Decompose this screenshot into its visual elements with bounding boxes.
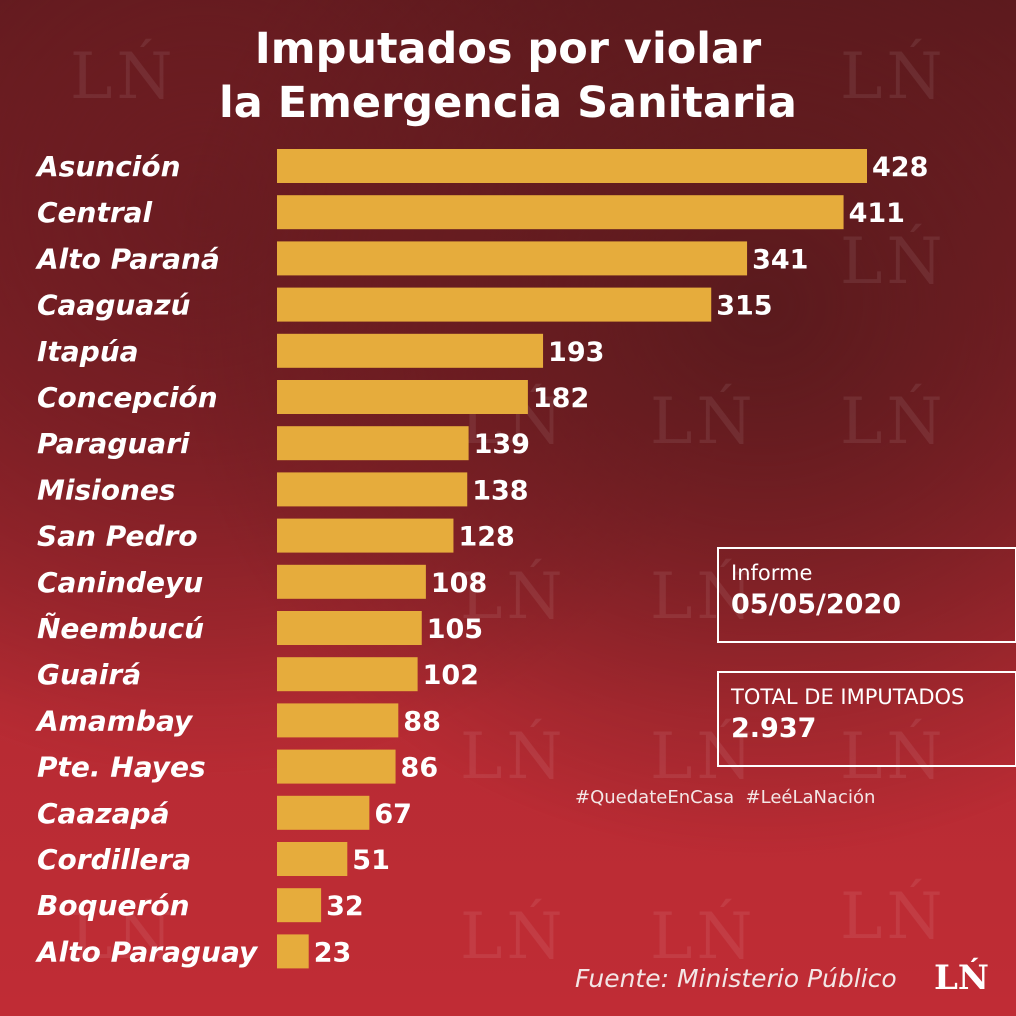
bar xyxy=(277,749,396,784)
value-label: 428 xyxy=(872,152,928,183)
category-label: Cordillera xyxy=(37,843,191,876)
value-label: 67 xyxy=(374,799,412,830)
category-label: Itapúa xyxy=(37,335,139,368)
bar xyxy=(277,241,748,276)
chart-title-line2: la Emergencia Sanitaria xyxy=(219,78,797,128)
category-label: San Pedro xyxy=(37,520,198,553)
report-label: Informe xyxy=(731,561,813,585)
value-label: 138 xyxy=(472,475,528,506)
chart-title-line1: Imputados por violar xyxy=(254,24,762,74)
bar xyxy=(277,888,322,923)
value-label: 105 xyxy=(427,614,483,645)
bar xyxy=(277,195,844,230)
value-label: 193 xyxy=(548,337,604,368)
category-label: Concepción xyxy=(37,381,218,414)
category-label: Alto Paraná xyxy=(35,242,220,275)
value-label: 51 xyxy=(352,845,390,876)
bar xyxy=(277,795,370,830)
bar xyxy=(277,287,712,322)
value-label: 411 xyxy=(849,198,905,229)
brand-logo: LŃ xyxy=(934,958,989,998)
total-label: TOTAL DE IMPUTADOS xyxy=(731,685,965,709)
source-note: Fuente: Ministerio Público xyxy=(575,964,897,993)
category-label: Paraguari xyxy=(37,427,190,460)
value-label: 32 xyxy=(326,891,364,922)
category-label: Amambay xyxy=(35,704,194,737)
category-label: Central xyxy=(37,196,153,229)
bar xyxy=(277,149,867,183)
value-label: 88 xyxy=(403,706,441,737)
value-label: 23 xyxy=(314,937,352,968)
bar xyxy=(277,657,418,692)
value-label: 128 xyxy=(458,522,514,553)
hashtags: #QuedateEnCasa #LeéLaNación xyxy=(575,787,876,808)
bar xyxy=(277,518,454,553)
bar xyxy=(277,380,528,414)
bar xyxy=(277,842,348,876)
value-label: 108 xyxy=(431,568,487,599)
report-date-box: Informe 05/05/2020 xyxy=(717,547,1016,643)
bar xyxy=(277,426,469,461)
category-label: Canindeyu xyxy=(37,566,203,599)
value-label: 315 xyxy=(716,291,772,322)
category-label: Alto Paraguay xyxy=(35,935,259,968)
value-label: 182 xyxy=(533,383,589,414)
value-label: 139 xyxy=(474,429,530,460)
value-label: 86 xyxy=(401,753,439,784)
category-label: Pte. Hayes xyxy=(37,751,206,784)
total-value: 2.937 xyxy=(731,713,817,744)
bar xyxy=(277,703,399,738)
chart-title: Imputados por violar la Emergencia Sanit… xyxy=(0,22,1016,130)
category-label: Caaguazú xyxy=(37,289,191,322)
category-label: Ñeembucú xyxy=(37,611,204,645)
bar xyxy=(277,611,422,645)
category-label: Misiones xyxy=(37,473,176,506)
bar xyxy=(277,472,468,507)
category-label: Caazapá xyxy=(37,797,169,830)
bar xyxy=(277,934,309,969)
bar xyxy=(277,333,544,368)
bar xyxy=(277,564,426,599)
total-box: TOTAL DE IMPUTADOS 2.937 xyxy=(717,671,1016,767)
report-date: 05/05/2020 xyxy=(731,589,902,620)
value-label: 341 xyxy=(752,244,808,275)
value-label: 102 xyxy=(423,660,479,691)
category-label: Guairá xyxy=(37,658,141,691)
category-label: Boquerón xyxy=(37,889,190,922)
category-label: Asunción xyxy=(35,150,181,183)
